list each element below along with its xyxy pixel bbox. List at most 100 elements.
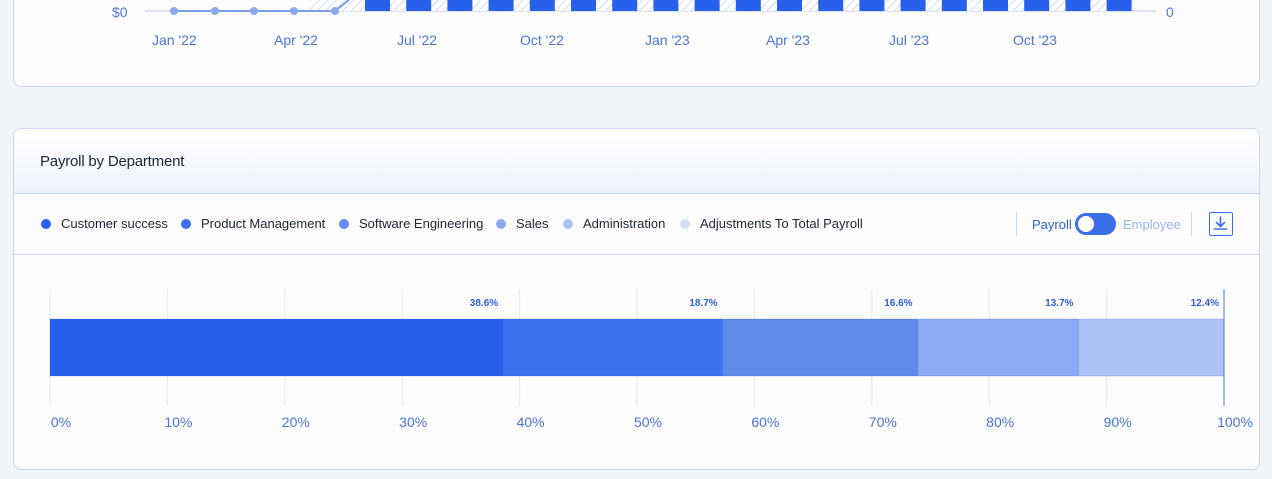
legend-dot-icon	[41, 218, 51, 229]
x-tick-label: 90%	[1104, 414, 1132, 430]
monthly-bar	[653, 0, 679, 11]
hatched-column	[763, 0, 784, 11]
hatched-column	[722, 0, 743, 11]
legend-item-adjustments[interactable]: Adjustments To Total Payroll	[680, 216, 863, 231]
x-tick-label: Oct '22	[520, 32, 564, 48]
legend-item-administration[interactable]: Administration	[563, 216, 665, 231]
x-tick-label: Jul '23	[889, 32, 930, 48]
data-label: 18.7%	[689, 298, 717, 309]
bar-segment-1	[49, 318, 504, 377]
x-tick-label: 70%	[869, 414, 897, 430]
monthly-bar	[735, 0, 761, 11]
monthly-bar	[365, 0, 390, 11]
trend-point	[211, 7, 219, 15]
x-tick-label: 40%	[517, 414, 545, 430]
monthly-chart	[145, 0, 1156, 15]
hatched-column	[392, 0, 413, 11]
legend-label: Administration	[583, 216, 666, 231]
monthly-bar	[941, 0, 967, 11]
legend-dot-icon	[563, 218, 573, 229]
x-tick-label: Jan '22	[152, 32, 197, 48]
card-header: Payroll by Department	[14, 129, 1259, 194]
hatched-column	[557, 0, 578, 11]
hatched-column	[598, 0, 619, 11]
monthly-bar	[1106, 0, 1132, 11]
x-tick-label: Apr '22	[274, 32, 318, 48]
payroll-employee-toggle[interactable]	[1075, 213, 1116, 235]
payroll-by-department-card: Payroll by Department Customer success P…	[13, 128, 1260, 470]
divider	[1191, 212, 1192, 236]
monthly-bar	[859, 0, 885, 11]
trend-point	[331, 7, 339, 15]
x-tick-label: 30%	[399, 414, 427, 430]
y-axis-left-label: $0	[112, 4, 128, 20]
hatched-column	[639, 0, 661, 11]
monthly-bar	[529, 0, 555, 11]
x-tick-label: 100%	[1217, 414, 1253, 430]
download-icon	[1213, 216, 1228, 230]
data-label: 16.6%	[884, 298, 912, 309]
x-tick-label: Oct '23	[1013, 32, 1057, 48]
monthly-bar	[447, 0, 473, 11]
legend-dot-icon	[181, 218, 191, 229]
hatched-column	[969, 0, 990, 11]
hatched-column	[351, 0, 372, 11]
monthly-bar	[694, 0, 720, 11]
x-tick-label: 20%	[282, 414, 310, 430]
x-tick-label: 10%	[164, 414, 192, 430]
monthly-bar	[406, 0, 432, 11]
hatched-column	[310, 0, 331, 11]
x-tick-label: Jul '22	[397, 32, 438, 48]
hatched-column	[1092, 0, 1114, 11]
hatched-column	[804, 0, 825, 11]
legend-label: Adjustments To Total Payroll	[700, 216, 863, 231]
toggle-knob	[1078, 216, 1094, 232]
x-tick-label: 50%	[634, 414, 662, 430]
trend-point	[170, 7, 178, 15]
y-axis-right-label: 0	[1166, 4, 1174, 20]
legend-label: Product Management	[201, 216, 326, 231]
payroll-bar-svg: 0% 10% 20% 30% 40% 50% 60% 70% 80% 90% 100% 38.6% 18…	[49, 289, 1253, 430]
monthly-bar	[900, 0, 926, 11]
monthly-bar	[612, 0, 638, 11]
legend-toolbar: Customer success Product Management Soft…	[14, 194, 1259, 255]
legend-dot-icon	[339, 218, 349, 229]
hatched-column	[474, 0, 496, 11]
hatched-column	[680, 0, 702, 11]
monthly-bar	[818, 0, 844, 11]
bar-segment-3	[722, 318, 919, 377]
x-tick-label: 0%	[51, 414, 71, 430]
data-label: 12.4%	[1191, 298, 1219, 309]
monthly-bar	[1065, 0, 1091, 11]
monthly-bar	[1024, 0, 1050, 11]
data-label: 38.6%	[470, 298, 498, 309]
legend-item-customer-success[interactable]: Customer success	[41, 216, 168, 231]
download-button[interactable]	[1209, 212, 1233, 236]
monthly-bar	[488, 0, 514, 11]
x-tick-label: Apr '23	[766, 32, 810, 48]
bar-segment-4	[917, 318, 1079, 377]
monthly-bar	[777, 0, 802, 11]
legend-label: Customer success	[61, 216, 168, 231]
legend-label: Sales	[516, 216, 549, 231]
hatched-column	[516, 0, 537, 11]
hatched-column	[1051, 0, 1073, 11]
monthly-chart-card: $0 0 Jan '22 Apr '22 Jul '22 Oct '22 Jan '23…	[13, 0, 1260, 87]
toggle-label-payroll[interactable]: Payroll	[1032, 217, 1072, 232]
bar-segment-2	[502, 318, 724, 377]
bar-segment-5	[1077, 318, 1225, 377]
card-title: Payroll by Department	[40, 153, 185, 170]
hatched-column	[1010, 0, 1031, 11]
x-tick-label: Jan '23	[645, 32, 690, 48]
toggle-label-employee[interactable]: Employee	[1123, 217, 1181, 232]
legend-item-software-engineering[interactable]: Software Engineering	[339, 216, 483, 231]
trend-point	[290, 7, 298, 15]
legend-item-product-management[interactable]: Product Management	[181, 216, 325, 231]
data-label: 13.7%	[1045, 298, 1073, 309]
legend-label: Software Engineering	[359, 216, 484, 231]
hatched-column	[928, 0, 949, 11]
hatched-column	[886, 0, 908, 11]
legend-dot-icon	[680, 218, 690, 229]
legend-item-sales[interactable]: Sales	[496, 216, 549, 231]
payroll-stacked-bar-chart: 0% 10% 20% 30% 40% 50% 60% 70% 80% 90% 100% 38.6% 18…	[14, 256, 1259, 469]
